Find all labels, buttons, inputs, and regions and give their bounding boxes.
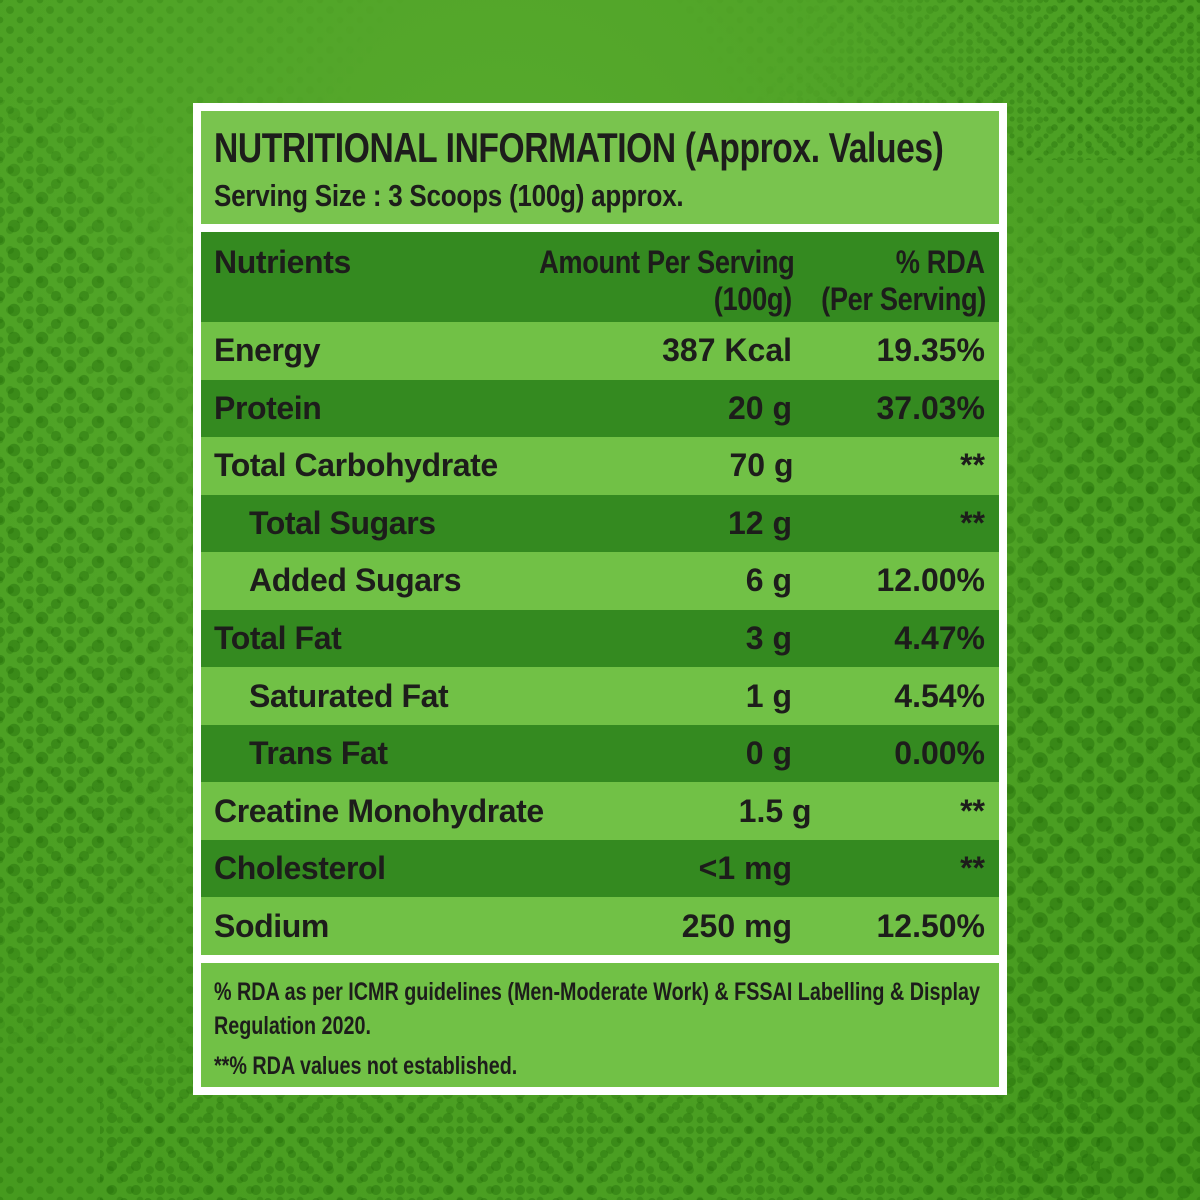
nutrient-label: Trans Fat [249, 735, 388, 772]
nutrient-amount: 250 mg [681, 907, 792, 944]
nutrient-label: Protein [214, 389, 322, 426]
nutrient-label: Cholesterol [214, 850, 386, 887]
table-row-added-sugars: Added Sugars 6 g 12.00% [201, 552, 999, 610]
nutrient-amount: <1 mg [698, 850, 792, 887]
table-row-trans-fat: Trans Fat 0 g 0.00% [201, 724, 999, 783]
table-row-cholesterol: Cholesterol <1 mg ** [201, 839, 999, 898]
halftone-dots-left [0, 100, 215, 1050]
rda-not-established-note: **% RDA values not established. [214, 1052, 518, 1080]
nutrient-label: Total Fat [214, 620, 342, 656]
table-row-saturated-fat: Saturated Fat 1 g 4.54% [201, 667, 999, 725]
nutrient-rda: 4.47% [894, 620, 985, 656]
nutrient-amount: 387 Kcal [662, 332, 792, 369]
nutrient-label: Energy [214, 332, 321, 369]
title-block: NUTRITIONAL INFORMATION (Approx. Values)… [201, 111, 999, 224]
nutrient-amount: 20 g [727, 389, 792, 426]
table-row-energy: Energy 387 Kcal 19.35% [201, 322, 999, 380]
nutrient-amount: 3 g [745, 620, 792, 656]
footnotes-block: % RDA as per ICMR guidelines (Men-Modera… [201, 963, 999, 1087]
nutrition-label-panel: NUTRITIONAL INFORMATION (Approx. Values)… [193, 103, 1007, 1095]
nutrient-label: Total Carbohydrate [214, 447, 498, 484]
nutrient-rda: 4.54% [894, 677, 985, 714]
rda-guidelines-note: % RDA as per ICMR guidelines (Men-Modera… [214, 978, 980, 1040]
nutrient-amount: 1.5 g [738, 792, 812, 829]
table-row-total-fat: Total Fat 3 g 4.47% [201, 609, 999, 668]
table-header-row: Nutrients Amount Per Serving (100g) % RD… [201, 232, 999, 322]
nutrient-rda: ** [960, 850, 985, 887]
nutrient-label: Added Sugars [249, 562, 462, 599]
nutrient-rda: ** [960, 792, 985, 829]
nutrient-amount: 12 g [727, 504, 792, 541]
table-body: Energy 387 Kcal 19.35% Protein 20 g 37.0… [201, 322, 999, 956]
header-rda: % RDA (Per Serving) [821, 244, 986, 317]
table-row-creatine-monohydrate: Creatine Monohydrate 1.5 g ** [201, 782, 999, 840]
header-amount-per-serving: Amount Per Serving (100g) [539, 244, 795, 317]
nutrient-label: Saturated Fat [249, 677, 449, 714]
panel-title: NUTRITIONAL INFORMATION (Approx. Values) [214, 124, 944, 171]
nutrient-rda: 37.03% [876, 389, 985, 426]
nutrient-label: Sodium [214, 907, 329, 944]
nutrient-label: Creatine Monohydrate [214, 792, 544, 829]
nutrient-amount: 6 g [745, 562, 792, 599]
table-row-protein: Protein 20 g 37.03% [201, 379, 999, 438]
nutrient-rda: 0.00% [894, 735, 985, 772]
nutrient-rda: 12.00% [876, 562, 985, 599]
header-nutrients: Nutrients [214, 244, 351, 280]
table-row-total-sugars: Total Sugars 12 g ** [201, 494, 999, 553]
nutrient-rda: 12.50% [876, 907, 985, 944]
nutrient-rda: ** [960, 447, 985, 484]
nutrient-amount: 70 g [729, 447, 794, 484]
table-row-total-carbohydrate: Total Carbohydrate 70 g ** [201, 437, 999, 495]
nutrition-table: Nutrients Amount Per Serving (100g) % RD… [201, 232, 999, 956]
table-row-sodium: Sodium 250 mg 12.50% [201, 897, 999, 956]
nutrient-rda: 19.35% [876, 332, 985, 369]
nutrient-rda: ** [960, 504, 985, 541]
nutrient-label: Total Sugars [249, 504, 436, 541]
nutrient-amount: 1 g [745, 677, 792, 714]
nutrient-amount: 0 g [745, 735, 792, 772]
serving-size-text: Serving Size : 3 Scoops (100g) approx. [214, 178, 684, 214]
